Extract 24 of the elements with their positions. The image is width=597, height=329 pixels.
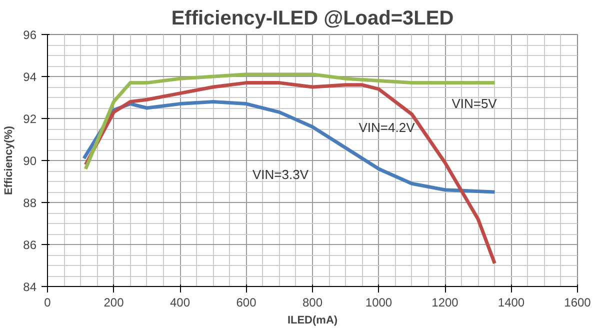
x-tick-label: 1400 — [498, 296, 525, 310]
y-tick-label: 86 — [23, 238, 37, 252]
series-label: VIN=4.2V — [358, 120, 416, 136]
line-series — [84, 81, 496, 266]
x-tick-label: 200 — [104, 296, 124, 310]
y-tick-label: 94 — [23, 70, 37, 84]
x-tick-label: 0 — [44, 296, 52, 310]
x-tick-label: 600 — [236, 296, 257, 310]
x-tick-label: 1600 — [564, 296, 592, 310]
x-tick-label: 1200 — [432, 296, 459, 310]
x-tick-label: 400 — [170, 296, 190, 310]
y-axis-title: Efficiency(%) — [3, 126, 16, 196]
series-label: VIN=5V — [452, 96, 498, 111]
y-tick-label: 92 — [23, 112, 37, 126]
x-tick-label: 800 — [302, 296, 323, 310]
text: VIN=3.3V — [252, 166, 309, 182]
y-tick-label: 84 — [23, 280, 37, 294]
chart-title: Efficiency-ILED @Load=3LED — [171, 8, 454, 30]
y-tick-label: 90 — [23, 154, 37, 168]
y-tick-label: 88 — [23, 196, 37, 210]
line-series — [84, 72, 496, 171]
y-tick-label: 96 — [23, 28, 37, 42]
x-axis-title: ILED(mA) — [287, 314, 338, 326]
x-tick-label: 1000 — [365, 296, 392, 310]
